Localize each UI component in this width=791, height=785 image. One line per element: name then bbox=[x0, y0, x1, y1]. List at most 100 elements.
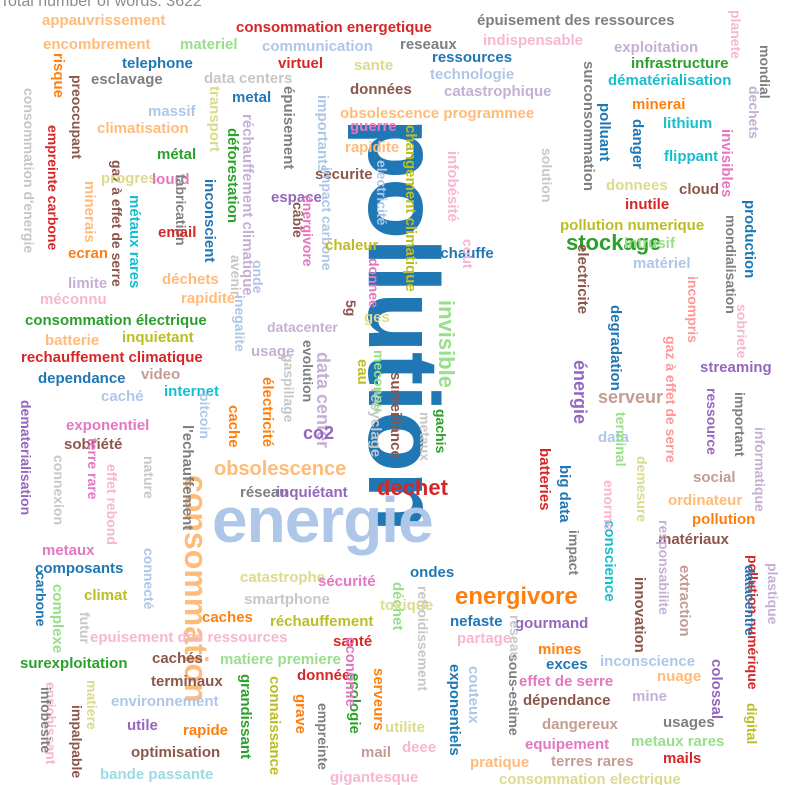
word-bitcoin: bitcoin bbox=[197, 393, 213, 439]
word-indispensable: indispensable bbox=[483, 32, 584, 49]
word-complexe: complexe bbox=[49, 584, 66, 654]
word-preoccupant: preoccupant bbox=[69, 75, 85, 160]
word-dechets: dechets bbox=[746, 86, 762, 139]
word-transport: transport bbox=[206, 86, 223, 152]
word-mails: mails bbox=[663, 750, 702, 767]
word-minerais: minerais bbox=[81, 181, 98, 243]
word-consommation-energetique: consommation energetique bbox=[236, 19, 432, 36]
word-ressource: ressource bbox=[704, 388, 720, 455]
word-metal: metal bbox=[232, 89, 272, 106]
word-important: important bbox=[732, 392, 748, 457]
word-risque: risque bbox=[50, 53, 67, 99]
word-empreinte: empreinte bbox=[315, 703, 331, 770]
word-infrastructure: infrastructure bbox=[631, 55, 729, 72]
word-planete: planete bbox=[728, 10, 744, 60]
word-communication: communication bbox=[262, 38, 373, 55]
word-dematerialisation: dematerialisation bbox=[18, 400, 34, 516]
word-bande-passante: bande passante bbox=[100, 766, 214, 783]
word-effet-de-serre: effet de serre bbox=[519, 673, 614, 690]
word-equipement: equipement bbox=[525, 736, 610, 753]
word-invisibles: invisibles bbox=[718, 129, 735, 198]
word-polluant: polluant bbox=[596, 103, 613, 162]
word-materiel: materiel bbox=[180, 36, 238, 53]
word-terminal: terminal bbox=[613, 412, 629, 467]
word-minerai: minerai bbox=[632, 96, 686, 113]
word-utile: utile bbox=[127, 717, 158, 734]
word-lourd: lourd bbox=[152, 171, 190, 188]
word-obsolescence: obsolescence bbox=[214, 458, 347, 480]
word-progres: progres bbox=[101, 170, 157, 187]
word-donnee: donnee bbox=[366, 258, 382, 308]
word-mondialisation: mondialisation bbox=[723, 215, 739, 314]
word-datacentre: datacentre bbox=[742, 565, 758, 636]
word-usages: usages bbox=[663, 714, 715, 731]
word-invisible: invisible bbox=[434, 300, 459, 389]
word-dependance: dependance bbox=[38, 370, 126, 387]
word-effet-rebond: effet rebond bbox=[104, 464, 120, 545]
word-batteries: batteries bbox=[536, 448, 553, 511]
word-rechauffement: réchauffement bbox=[270, 613, 374, 630]
word-deee: deee bbox=[402, 739, 437, 756]
word-consommation-electrique: consommation électrique bbox=[25, 312, 207, 329]
word-rapide: rapide bbox=[183, 722, 229, 739]
word-email: email bbox=[158, 224, 197, 241]
word-ressources: ressources bbox=[432, 49, 513, 66]
word-securite: securite bbox=[315, 166, 373, 183]
word-streaming: streaming bbox=[700, 359, 772, 376]
word-batterie: batterie bbox=[45, 332, 100, 349]
word-materiel: matériel bbox=[633, 255, 691, 272]
word-ondes: ondes bbox=[410, 564, 455, 581]
word-futur: futur bbox=[77, 612, 93, 644]
word-limite: limite bbox=[68, 275, 108, 292]
word-terminaux: terminaux bbox=[151, 673, 223, 690]
word-consommation-electrique: consommation electrique bbox=[499, 771, 681, 785]
word-usage: usage bbox=[251, 343, 295, 360]
word-flippant: flippant bbox=[664, 148, 719, 165]
word-grandissant: grandissant bbox=[237, 674, 254, 760]
word-conscience: conscience bbox=[601, 520, 618, 602]
word-couteux: couteux bbox=[465, 666, 482, 724]
word-telephone: telephone bbox=[122, 55, 193, 72]
word-pratique: pratique bbox=[470, 754, 530, 771]
word-metal: métal bbox=[157, 146, 197, 163]
word-utilite: utilite bbox=[385, 719, 425, 736]
word-ecran: ecran bbox=[68, 245, 109, 262]
word-exploitation: exploitation bbox=[614, 39, 699, 56]
word-production: production bbox=[741, 200, 758, 279]
word-energie: energie bbox=[212, 484, 434, 556]
word-obsolescence-programmee: obsolescence programmee bbox=[340, 105, 535, 122]
word-rechauffement-climatique: rechauffement climatique bbox=[21, 349, 203, 366]
word-nuage: nuage bbox=[657, 668, 702, 685]
word-connaissance: connaissance bbox=[266, 676, 283, 776]
word-serveur: serveur bbox=[598, 387, 664, 407]
word-pollution: pollution bbox=[692, 511, 756, 528]
word-catastrophique: catastrophique bbox=[444, 83, 552, 100]
word-reseaux: reseaux bbox=[400, 36, 457, 53]
word-danger: danger bbox=[629, 119, 646, 170]
word-responsabilite: responsabilite bbox=[656, 520, 672, 615]
word-evolution: evolution bbox=[300, 340, 316, 403]
word-intrusif: intrusif bbox=[624, 235, 675, 252]
word-epuisement-des-ressources: épuisement des ressources bbox=[477, 12, 675, 29]
word-infobesite: infobesite bbox=[38, 687, 54, 754]
word-empreinte-carbone: empreinte carbone bbox=[45, 125, 61, 251]
word-energivore: energivore bbox=[455, 583, 578, 610]
word-gaz-a-effet-de-serre: gaz à effet de serre bbox=[663, 336, 679, 463]
word-demesure: demesure bbox=[634, 456, 650, 523]
word-surveillance: surveillance bbox=[387, 372, 404, 459]
word-donnees: données bbox=[350, 81, 412, 98]
word-dangereux: dangereux bbox=[542, 716, 618, 733]
word-appauvrissement: appauvrissement bbox=[42, 12, 166, 29]
word-inegalite: inegalite bbox=[232, 295, 248, 352]
word-materiaux: matériaux bbox=[658, 531, 729, 548]
word-metaux-rares: métaux rares bbox=[126, 195, 143, 289]
word-economie: economie bbox=[342, 637, 359, 708]
word-dependance: dépendance bbox=[523, 692, 611, 709]
word-mine: mine bbox=[632, 688, 668, 705]
word-solution: solution bbox=[539, 148, 555, 203]
word-nefaste: nefaste bbox=[450, 613, 503, 630]
word-gigantesque: gigantesque bbox=[330, 769, 419, 785]
word-impact: impact bbox=[566, 530, 582, 576]
word-informatique: informatique bbox=[752, 427, 768, 512]
word-cout: cout bbox=[460, 239, 476, 269]
